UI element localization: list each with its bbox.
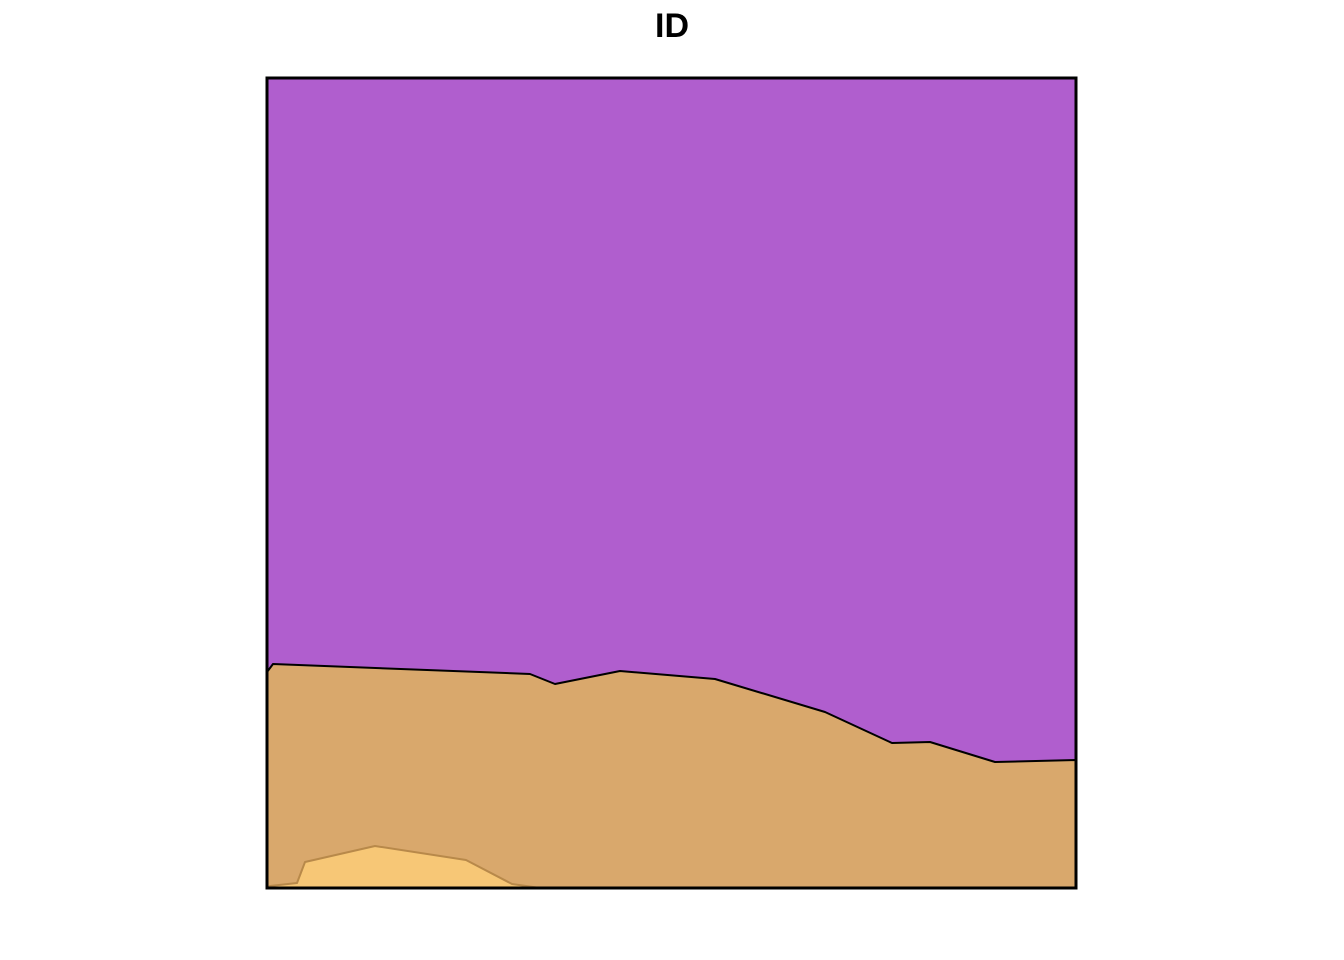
map-frame [265,76,1078,890]
map-title: ID [655,7,689,45]
